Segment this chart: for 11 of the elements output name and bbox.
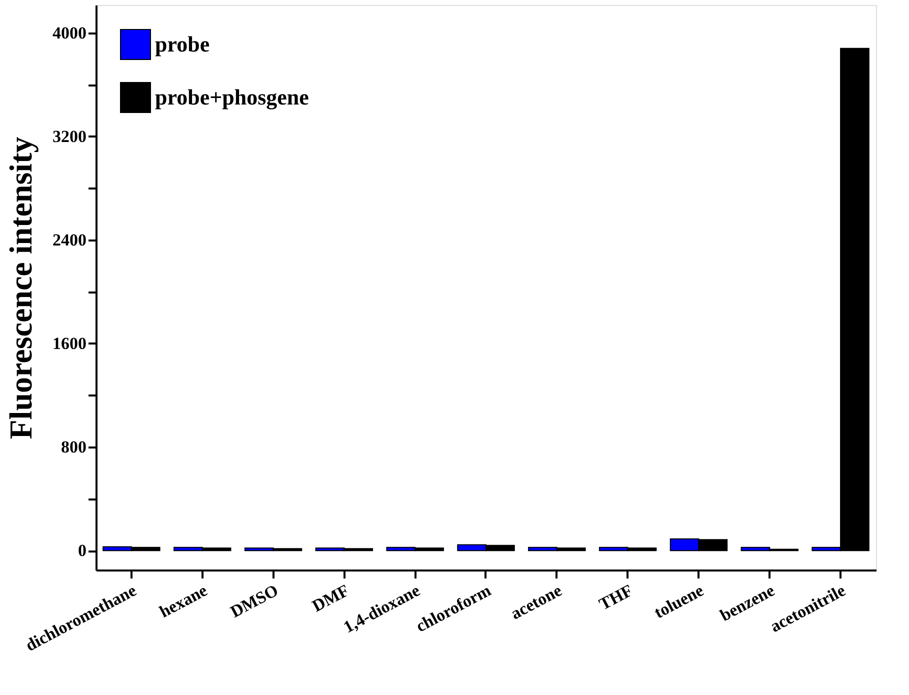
legend-label: probe: [155, 32, 210, 56]
y-axis-title: Fluorescence intensity: [2, 136, 38, 440]
y-tick-label: 2400: [52, 230, 86, 250]
y-tick-label: 4000: [52, 23, 86, 42]
x-tick-label: DMF: [309, 580, 352, 616]
x-tick-label: THF: [596, 580, 636, 614]
y-tick-label: 3200: [52, 126, 86, 146]
y-tick-label: 1600: [52, 334, 86, 353]
legend-label: probe+phosgene: [155, 84, 310, 110]
y-tick-label: 0: [78, 541, 86, 560]
y-tick-label: 800: [61, 438, 86, 457]
